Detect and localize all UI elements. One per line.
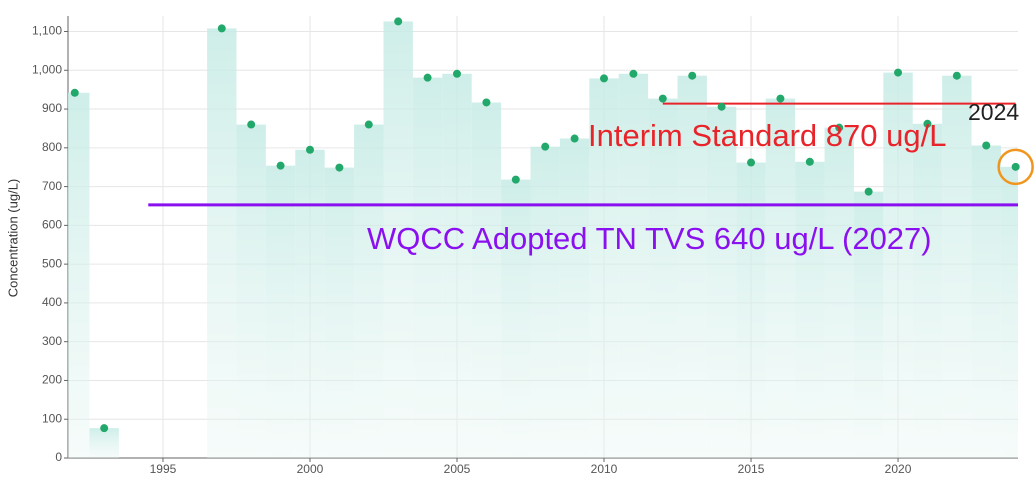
point (717, 102, 726, 111)
area-step (324, 167, 355, 458)
point (835, 123, 844, 132)
area-step (883, 72, 913, 458)
area-step (942, 75, 972, 458)
highlight-label: 2024 (968, 99, 1019, 125)
point (805, 157, 814, 166)
area-step (736, 162, 766, 458)
area-step (383, 21, 413, 458)
y-tick-label: 300 (42, 334, 62, 348)
area-step (412, 77, 443, 458)
area-step (648, 98, 678, 458)
y-axis-label: Concentration (ug/L) (5, 179, 20, 298)
point (276, 161, 285, 170)
point (100, 424, 109, 433)
area-step (530, 146, 560, 458)
area-step (68, 92, 90, 458)
point (541, 142, 550, 151)
y-tick-label: 100 (42, 411, 62, 425)
point (570, 134, 579, 143)
point (982, 141, 991, 150)
y-tick-label: 800 (42, 140, 62, 154)
x-tick-label: 2015 (738, 462, 765, 476)
x-tick-label: 2000 (297, 462, 324, 476)
point (247, 120, 256, 129)
point (629, 69, 638, 78)
point (776, 94, 785, 103)
y-tick-label: 1,000 (32, 62, 62, 76)
y-tick-label: 700 (42, 179, 62, 193)
area-step (618, 73, 649, 458)
highlight-circle (997, 148, 1034, 186)
point (894, 68, 903, 77)
point (864, 187, 873, 196)
area-step (89, 428, 119, 458)
point (1011, 162, 1020, 171)
point (747, 158, 756, 167)
point (952, 71, 961, 80)
area-step (765, 98, 796, 458)
area-step (795, 161, 825, 458)
area-step (589, 78, 619, 459)
area-step (1000, 166, 1018, 458)
x-tick-label: 2005 (444, 462, 471, 476)
area-step (442, 73, 472, 458)
point (335, 163, 344, 172)
point (452, 69, 461, 78)
area-step (236, 124, 266, 458)
reference-label: Interim Standard 870 ug/L (588, 118, 946, 153)
point (305, 145, 314, 154)
y-tick-label: 500 (42, 256, 62, 270)
area-step (207, 28, 237, 459)
y-tick-label: 400 (42, 295, 62, 309)
area-step (265, 165, 296, 458)
area-step (853, 191, 884, 458)
area-step (824, 127, 854, 459)
x-tick-label: 1995 (150, 462, 177, 476)
point (482, 98, 491, 107)
y-tick-label: 0 (55, 450, 62, 464)
point (688, 71, 697, 80)
point (923, 119, 932, 128)
area-step (706, 106, 737, 458)
y-tick-label: 200 (42, 373, 62, 387)
point (600, 74, 609, 83)
point (511, 175, 520, 184)
area-step (971, 145, 1001, 459)
area-step (471, 102, 502, 459)
reference-label: WQCC Adopted TN TVS 640 ug/L (2027) (367, 221, 932, 256)
area-step (295, 149, 325, 458)
area-step (501, 179, 531, 458)
point (217, 24, 226, 33)
y-tick-label: 900 (42, 101, 62, 115)
point (423, 73, 432, 82)
y-tick-label: 600 (42, 218, 62, 232)
x-tick-label: 2010 (591, 462, 618, 476)
point (658, 94, 667, 103)
x-tick-label: 2020 (885, 462, 912, 476)
point (364, 120, 373, 129)
point (394, 17, 403, 26)
area-step (354, 124, 384, 458)
area-step (912, 123, 943, 459)
area-step (677, 75, 707, 458)
area-step (559, 138, 590, 459)
point (70, 88, 79, 97)
y-tick-label: 1,100 (32, 24, 62, 38)
